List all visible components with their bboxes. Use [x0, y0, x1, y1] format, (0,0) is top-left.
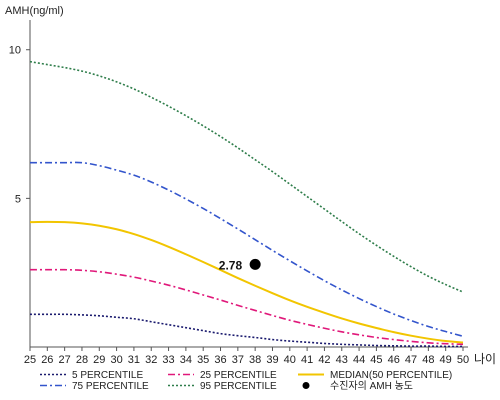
legend-label-3: 75 PERCENTILE: [72, 381, 149, 392]
x-tick-label: 33: [162, 354, 174, 366]
x-tick-label: 48: [422, 354, 434, 366]
x-tick-label: 47: [405, 354, 417, 366]
patient-amh-point: [249, 258, 261, 270]
x-tick-label: 49: [440, 354, 452, 366]
x-tick-label: 38: [249, 354, 261, 366]
legend: 5 PERCENTILE 25 PERCENTILE MEDIAN(50 PERCE…: [40, 370, 452, 392]
series-line-3: [30, 161, 464, 338]
y-tick-label: 10: [9, 45, 21, 57]
series-line-2: [29, 220, 464, 344]
legend-label-0: 5 PERCENTILE: [72, 370, 143, 381]
series-line-1: [30, 268, 464, 346]
x-tick-label: 26: [41, 354, 53, 366]
series-line-0: [30, 313, 464, 348]
x-tick-label: 35: [197, 354, 209, 366]
x-tick-label: 40: [284, 354, 296, 366]
patient-amh-value-label: 2.78: [219, 258, 243, 272]
x-tick-label: 44: [353, 354, 365, 366]
x-tick-label: 28: [76, 354, 88, 366]
x-tick-label: 41: [301, 354, 313, 366]
legend-label-5: 수진자의 AMH 농도: [330, 380, 413, 392]
y-tick-label: 5: [15, 193, 21, 205]
x-tick-label: 27: [59, 354, 71, 366]
legend-dot-5: [302, 382, 310, 389]
points-layer: 2.78: [219, 258, 261, 272]
x-tick-label: 30: [110, 354, 122, 366]
x-tick-label: 42: [318, 354, 330, 366]
x-axis-label: 나이: [474, 352, 496, 366]
x-tick-label: 50: [457, 354, 469, 366]
legend-label-2: MEDIAN(50 PERCENTILE): [330, 370, 452, 381]
x-tick-label: 45: [370, 354, 382, 366]
x-tick-label: 34: [180, 354, 192, 366]
x-tick-label: 46: [388, 354, 400, 366]
axis-ticks: 25 26 27 28 29 30 31 32 33 34 35 36 37 38 39 40 41 42 43 44…: [9, 45, 469, 366]
x-tick-label: 37: [232, 354, 244, 366]
x-tick-label: 39: [266, 354, 278, 366]
series-line-4: [29, 60, 464, 293]
y-axis-label: AMH(ng/ml): [5, 5, 64, 17]
legend-label-1: 25 PERCENTILE: [200, 370, 277, 381]
x-tick-label: 36: [214, 354, 226, 366]
legend-label-4: 95 PERCENTILE: [200, 381, 277, 392]
x-tick-label: 43: [336, 354, 348, 366]
x-tick-label: 25: [24, 354, 36, 366]
x-tick-label: 29: [93, 354, 105, 366]
series-layer: [29, 60, 464, 348]
x-tick-label: 31: [128, 354, 140, 366]
x-tick-label: 32: [145, 354, 157, 366]
